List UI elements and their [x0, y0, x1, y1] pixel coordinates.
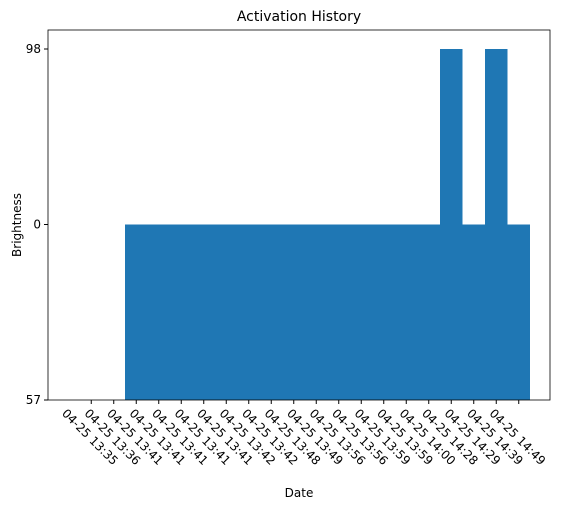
bar [305, 224, 328, 400]
bar [485, 49, 508, 400]
y-tick-label: 0 [33, 218, 41, 232]
bar [350, 224, 373, 400]
bar [282, 224, 305, 400]
bar [192, 224, 215, 400]
x-axis-label: Date [285, 486, 314, 500]
bar [170, 224, 193, 400]
plot-frame [47, 29, 551, 401]
bar [395, 224, 418, 400]
bar [417, 224, 440, 400]
y-tick-label: 57 [26, 393, 41, 407]
y-axis-label: Brightness [10, 193, 24, 257]
y-tick-label: 98 [26, 42, 41, 56]
bar [215, 224, 238, 400]
bar [147, 224, 170, 400]
chart-title: Activation History [237, 9, 361, 25]
bar [440, 49, 463, 400]
bar [237, 224, 260, 400]
bar [372, 224, 395, 400]
bar [507, 224, 530, 400]
bar [327, 224, 350, 400]
bar [462, 224, 485, 400]
bar [260, 224, 283, 400]
bar [125, 224, 148, 400]
